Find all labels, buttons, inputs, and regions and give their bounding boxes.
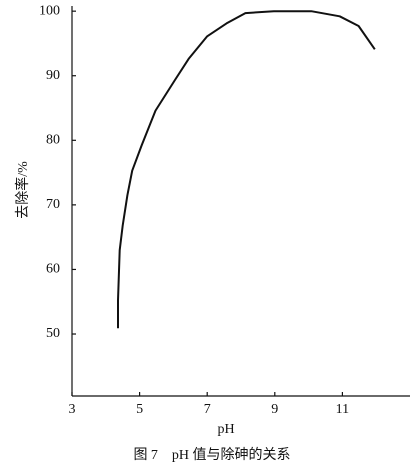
y-axis-label: 去除率/%: [14, 161, 31, 219]
caption: 图 7 pH 值与除砷的关系: [133, 447, 290, 463]
x-tick-label: 9: [271, 402, 278, 417]
x-tick-label: 11: [336, 402, 349, 417]
y-tick-label: 90: [46, 68, 60, 83]
y-tick-label: 80: [46, 133, 60, 148]
x-tick-label: 7: [204, 402, 211, 417]
y-tick-label: 100: [39, 3, 60, 18]
x-tick-label: 3: [69, 402, 76, 417]
data-line: [117, 10, 376, 329]
x-tick-label: 5: [136, 402, 143, 417]
y-tick-label: 60: [46, 262, 60, 277]
x-axis-label: pH: [217, 422, 234, 437]
y-tick-label: 50: [46, 326, 60, 341]
y-tick-label: 70: [46, 197, 60, 212]
